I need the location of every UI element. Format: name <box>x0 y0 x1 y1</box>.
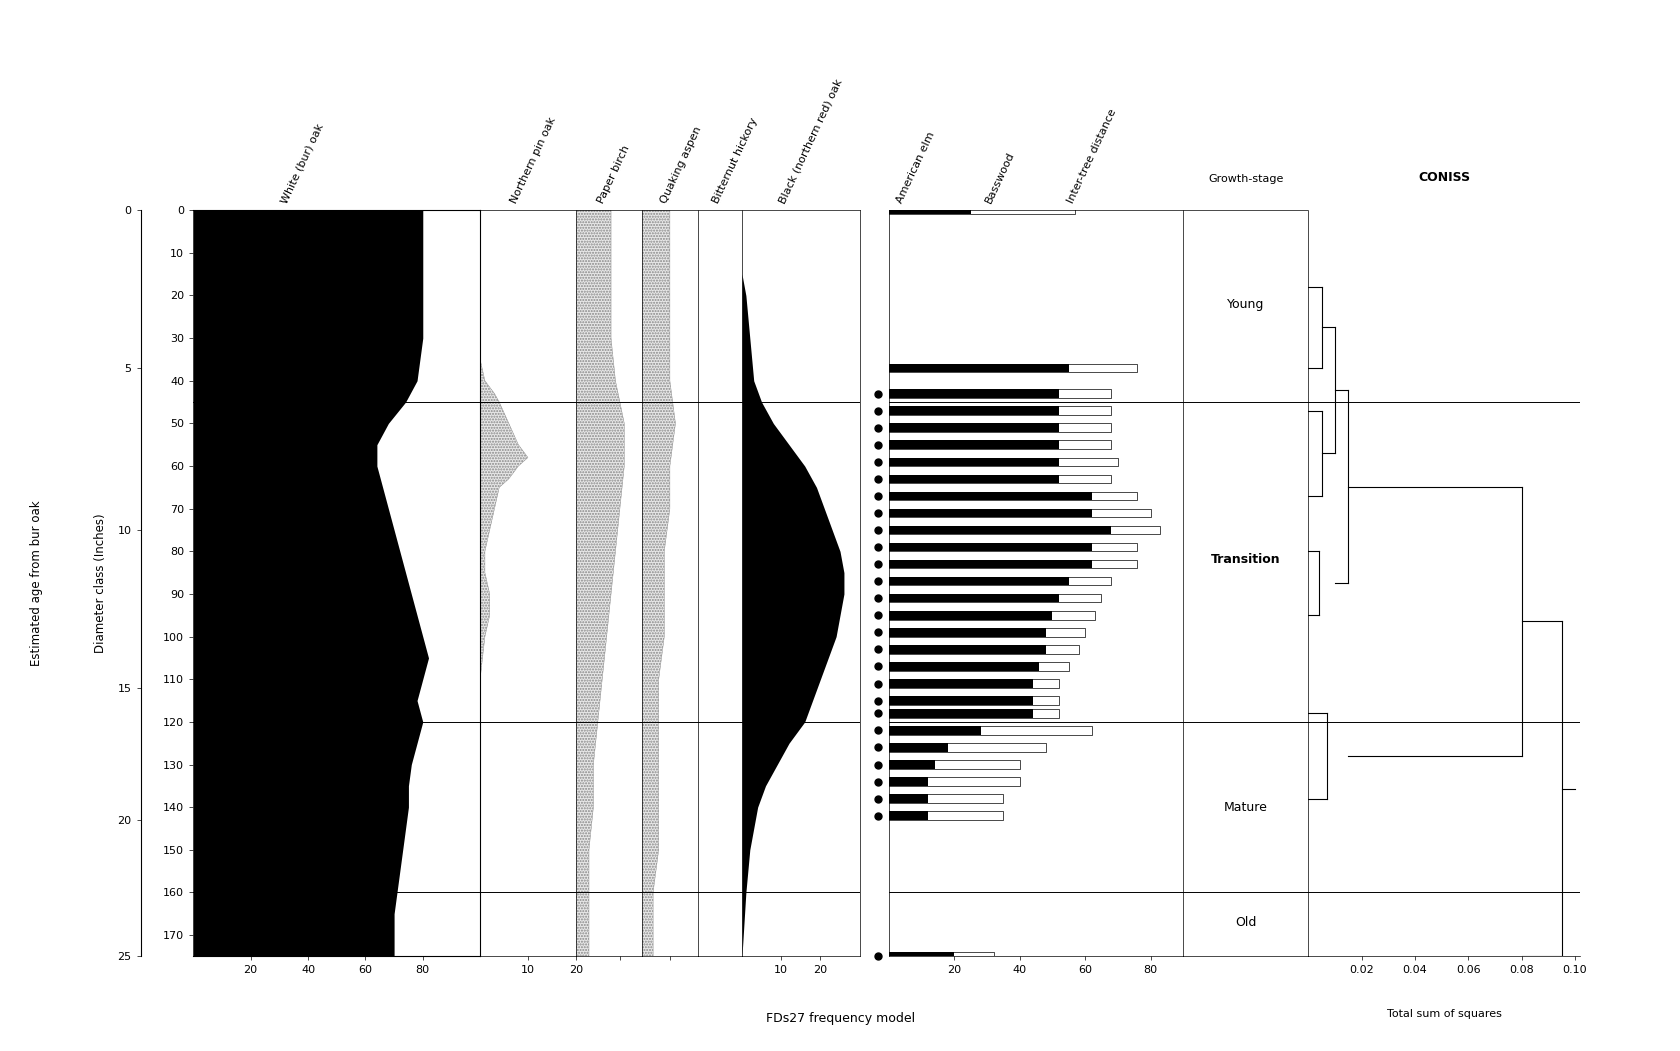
Bar <box>889 611 1052 619</box>
Text: Northern pin oak: Northern pin oak <box>509 116 558 205</box>
Bar <box>889 709 1032 718</box>
Bar <box>889 760 1020 768</box>
Bar <box>889 628 1045 637</box>
Bar <box>889 475 1110 483</box>
Bar <box>889 492 1137 500</box>
Bar <box>889 407 1058 415</box>
Bar <box>889 662 1068 671</box>
Bar <box>889 726 979 735</box>
Bar <box>889 560 1137 569</box>
Bar <box>889 440 1110 449</box>
Bar <box>889 697 1032 705</box>
Text: Diameter class (Inches): Diameter class (Inches) <box>94 514 108 653</box>
Bar <box>889 645 1045 654</box>
Bar <box>889 577 1068 585</box>
Bar <box>889 952 993 961</box>
Bar <box>889 628 1085 637</box>
Bar <box>889 743 948 751</box>
Bar <box>889 457 1117 466</box>
Text: Growth-stage: Growth-stage <box>1208 173 1282 184</box>
Bar <box>889 726 1090 735</box>
Text: Estimated age from bur oak: Estimated age from bur oak <box>30 500 44 666</box>
Bar <box>889 206 1075 214</box>
Bar <box>889 811 1003 820</box>
Text: Transition: Transition <box>1210 554 1280 566</box>
Bar <box>889 577 1110 585</box>
Bar <box>889 424 1058 432</box>
Bar <box>889 811 927 820</box>
Text: White (bur) oak: White (bur) oak <box>279 122 324 205</box>
Text: Bitternut hickory: Bitternut hickory <box>711 116 759 205</box>
Text: Mature: Mature <box>1223 801 1267 813</box>
Bar <box>889 457 1058 466</box>
Bar <box>889 560 1090 569</box>
Bar <box>889 611 1094 619</box>
Bar <box>889 364 1137 372</box>
Text: CONISS: CONISS <box>1418 171 1470 184</box>
Bar <box>889 542 1090 552</box>
Bar <box>889 795 927 803</box>
Text: Paper birch: Paper birch <box>595 144 632 205</box>
Bar <box>889 679 1058 687</box>
Bar <box>889 526 1110 534</box>
Text: Basswood: Basswood <box>983 150 1015 205</box>
Text: American elm: American elm <box>894 130 936 205</box>
Text: Old: Old <box>1235 915 1255 929</box>
Bar <box>889 492 1090 500</box>
Bar <box>889 206 969 214</box>
Bar <box>889 594 1058 602</box>
Text: Total sum of squares: Total sum of squares <box>1386 1009 1500 1019</box>
Bar <box>889 389 1110 398</box>
Bar <box>889 509 1149 517</box>
Bar <box>889 760 934 768</box>
Bar <box>889 679 1032 687</box>
Bar <box>889 778 927 786</box>
Bar <box>889 594 1100 602</box>
Bar <box>889 795 1003 803</box>
Bar <box>889 389 1058 398</box>
Bar <box>889 440 1058 449</box>
Bar <box>889 526 1159 534</box>
Bar <box>889 697 1058 705</box>
Bar <box>889 407 1110 415</box>
Text: FDs27 frequency model: FDs27 frequency model <box>766 1012 914 1025</box>
Bar <box>889 542 1137 552</box>
Bar <box>889 709 1058 718</box>
Bar <box>889 475 1058 483</box>
Bar <box>889 364 1068 372</box>
Text: Inter-tree distance: Inter-tree distance <box>1065 107 1117 205</box>
Text: Black (northern red) oak: Black (northern red) oak <box>776 77 843 205</box>
Bar <box>889 645 1079 654</box>
Bar <box>889 509 1090 517</box>
Bar <box>889 662 1038 671</box>
Text: Quaking aspen: Quaking aspen <box>659 125 702 205</box>
Bar <box>889 424 1110 432</box>
Bar <box>889 778 1020 786</box>
Bar <box>889 743 1045 751</box>
Bar <box>889 952 954 961</box>
Text: Young: Young <box>1226 297 1263 310</box>
